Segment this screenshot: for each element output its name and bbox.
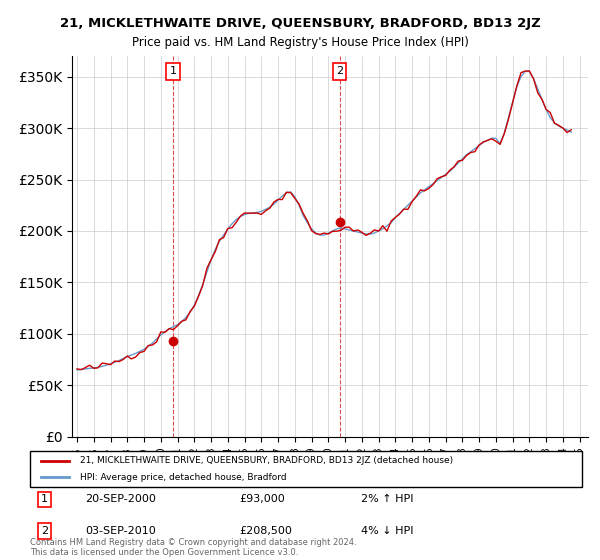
- Text: £93,000: £93,000: [240, 494, 286, 505]
- Text: 4% ↓ HPI: 4% ↓ HPI: [361, 526, 414, 536]
- Text: 1: 1: [169, 67, 176, 76]
- Text: 03-SEP-2010: 03-SEP-2010: [85, 526, 156, 536]
- Text: 2% ↑ HPI: 2% ↑ HPI: [361, 494, 414, 505]
- FancyBboxPatch shape: [30, 451, 582, 487]
- Text: 21, MICKLETHWAITE DRIVE, QUEENSBURY, BRADFORD, BD13 2JZ (detached house): 21, MICKLETHWAITE DRIVE, QUEENSBURY, BRA…: [80, 456, 453, 465]
- Text: Price paid vs. HM Land Registry's House Price Index (HPI): Price paid vs. HM Land Registry's House …: [131, 36, 469, 49]
- Text: 2: 2: [336, 67, 343, 76]
- Text: Contains HM Land Registry data © Crown copyright and database right 2024.
This d: Contains HM Land Registry data © Crown c…: [30, 538, 356, 557]
- Text: HPI: Average price, detached house, Bradford: HPI: Average price, detached house, Brad…: [80, 473, 286, 482]
- Text: 20-SEP-2000: 20-SEP-2000: [85, 494, 156, 505]
- Text: 2: 2: [41, 526, 48, 536]
- Text: 1: 1: [41, 494, 48, 505]
- Text: £208,500: £208,500: [240, 526, 293, 536]
- Text: 21, MICKLETHWAITE DRIVE, QUEENSBURY, BRADFORD, BD13 2JZ: 21, MICKLETHWAITE DRIVE, QUEENSBURY, BRA…: [59, 17, 541, 30]
